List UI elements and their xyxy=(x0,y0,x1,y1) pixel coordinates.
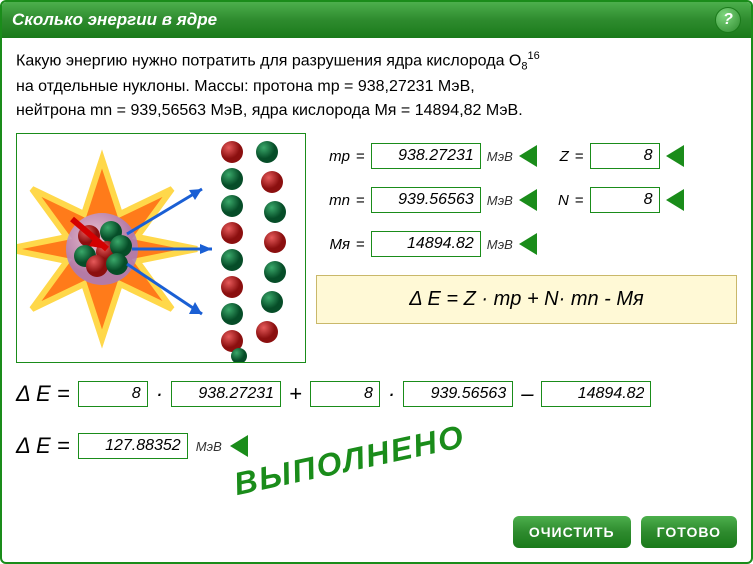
calc-mp[interactable] xyxy=(171,381,281,407)
diagram-svg xyxy=(17,134,305,362)
row-mp: mр = МэВ Z = xyxy=(316,143,737,169)
unit-mp: МэВ xyxy=(487,149,513,164)
calc-n[interactable] xyxy=(310,381,380,407)
confirm-mn-icon[interactable] xyxy=(519,189,537,211)
calc-prefix: Δ E = xyxy=(16,381,70,407)
formula-box: Δ E = Z · mр + N· mn - Mя xyxy=(316,275,737,324)
equals: = xyxy=(356,148,365,165)
op-minus: – xyxy=(521,381,533,407)
confirm-z-icon[interactable] xyxy=(666,145,684,167)
problem-sup: 16 xyxy=(527,50,539,62)
content-area: Какую энергию нужно потратить для разруш… xyxy=(2,38,751,469)
title-bar: Сколько энергии в ядре ? xyxy=(2,2,751,38)
confirm-my-icon[interactable] xyxy=(519,233,537,255)
input-z[interactable] xyxy=(590,143,660,169)
help-button[interactable]: ? xyxy=(715,7,741,33)
nucleus-diagram xyxy=(16,133,306,363)
equals: = xyxy=(575,148,584,165)
input-n[interactable] xyxy=(590,187,660,213)
inputs-panel: mр = МэВ Z = mn = МэВ N = xyxy=(316,133,737,363)
title-text: Сколько энергии в ядре xyxy=(12,10,217,30)
result-unit: МэВ xyxy=(196,439,222,454)
equals: = xyxy=(356,192,365,209)
button-bar: ОЧИСТИТЬ ГОТОВО xyxy=(513,516,737,548)
row-my: Mя = МэВ xyxy=(316,231,737,257)
problem-line3: нейтрона mn = 939,56563 МэВ, ядра кислор… xyxy=(16,102,523,119)
label-n: N xyxy=(543,192,569,209)
calc-row-1: Δ E = · + · – xyxy=(16,381,737,407)
result-row: Δ E = МэВ xyxy=(16,433,737,459)
confirm-mp-icon[interactable] xyxy=(519,145,537,167)
calc-z[interactable] xyxy=(78,381,148,407)
done-button[interactable]: ГОТОВО xyxy=(641,516,737,548)
input-mp[interactable] xyxy=(371,143,481,169)
op-dot: · xyxy=(388,381,395,407)
label-mn: mn xyxy=(316,192,350,209)
calc-my[interactable] xyxy=(541,381,651,407)
problem-statement: Какую энергию нужно потратить для разруш… xyxy=(16,48,737,123)
result-prefix: Δ E = xyxy=(16,433,70,459)
confirm-result-icon[interactable] xyxy=(230,435,248,457)
op-plus: + xyxy=(289,381,302,407)
row-mn: mn = МэВ N = xyxy=(316,187,737,213)
equals: = xyxy=(575,192,584,209)
problem-sub: 8 xyxy=(521,61,527,73)
label-mp: mр xyxy=(316,148,350,165)
problem-line1: Какую энергию нужно потратить для разруш… xyxy=(16,52,521,69)
problem-line2: на отдельные нуклоны. Массы: протона mр … xyxy=(16,78,475,95)
unit-my: МэВ xyxy=(487,237,513,252)
calc-mn[interactable] xyxy=(403,381,513,407)
result-value[interactable] xyxy=(78,433,188,459)
main-row: mр = МэВ Z = mn = МэВ N = xyxy=(16,133,737,363)
op-dot: · xyxy=(156,381,163,407)
unit-mn: МэВ xyxy=(487,193,513,208)
label-z: Z xyxy=(543,148,569,165)
confirm-n-icon[interactable] xyxy=(666,189,684,211)
clear-button[interactable]: ОЧИСТИТЬ xyxy=(513,516,631,548)
label-my: Mя xyxy=(316,236,350,253)
input-mn[interactable] xyxy=(371,187,481,213)
input-my[interactable] xyxy=(371,231,481,257)
app-window: Сколько энергии в ядре ? Какую энергию н… xyxy=(0,0,753,564)
equals: = xyxy=(356,236,365,253)
